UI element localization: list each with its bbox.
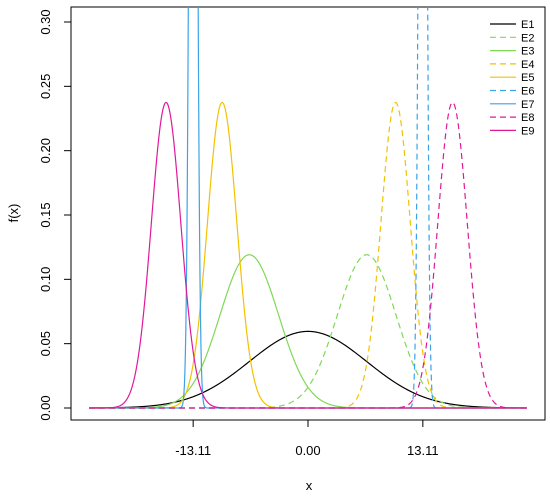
y-tick-label: 0.20 xyxy=(38,138,53,163)
x-axis-label: x xyxy=(306,478,313,493)
x-axis: -13.11 0.00 13.11 xyxy=(175,419,439,458)
legend-label-e7: E7 xyxy=(521,99,534,111)
series-layer xyxy=(89,7,527,409)
series-line-e1 xyxy=(89,330,527,409)
legend-label-e8: E8 xyxy=(521,112,534,124)
x-tick-label: 0.00 xyxy=(295,443,320,458)
legend-label-e3: E3 xyxy=(521,46,534,58)
legend-label-e6: E6 xyxy=(521,86,534,98)
legend-label-e5: E5 xyxy=(521,72,534,84)
series-line-e7 xyxy=(89,7,527,409)
legend-label-e1: E1 xyxy=(521,19,534,31)
y-tick-label: 0.15 xyxy=(38,202,53,227)
y-tick-label: 0.30 xyxy=(38,9,53,34)
y-tick-label: 0.00 xyxy=(38,395,53,420)
series-line-e8 xyxy=(89,101,527,409)
y-axis: 0.00 0.05 0.10 0.15 0.20 0.25 0.30 xyxy=(38,9,72,421)
x-tick-label: -13.11 xyxy=(175,443,211,458)
series-line-e6 xyxy=(89,7,527,409)
y-tick-label: 0.25 xyxy=(38,74,53,99)
x-tick-label: 13.11 xyxy=(407,443,439,458)
legend-label-e2: E2 xyxy=(521,32,534,44)
y-axis-label: f(x) xyxy=(6,204,21,223)
series-line-e9 xyxy=(89,101,527,409)
legend-label-e9: E9 xyxy=(521,125,534,137)
legend-label-e4: E4 xyxy=(521,59,534,71)
y-tick-label: 0.10 xyxy=(38,267,53,292)
y-tick-label: 0.05 xyxy=(38,331,53,356)
plot-frame xyxy=(70,6,546,421)
